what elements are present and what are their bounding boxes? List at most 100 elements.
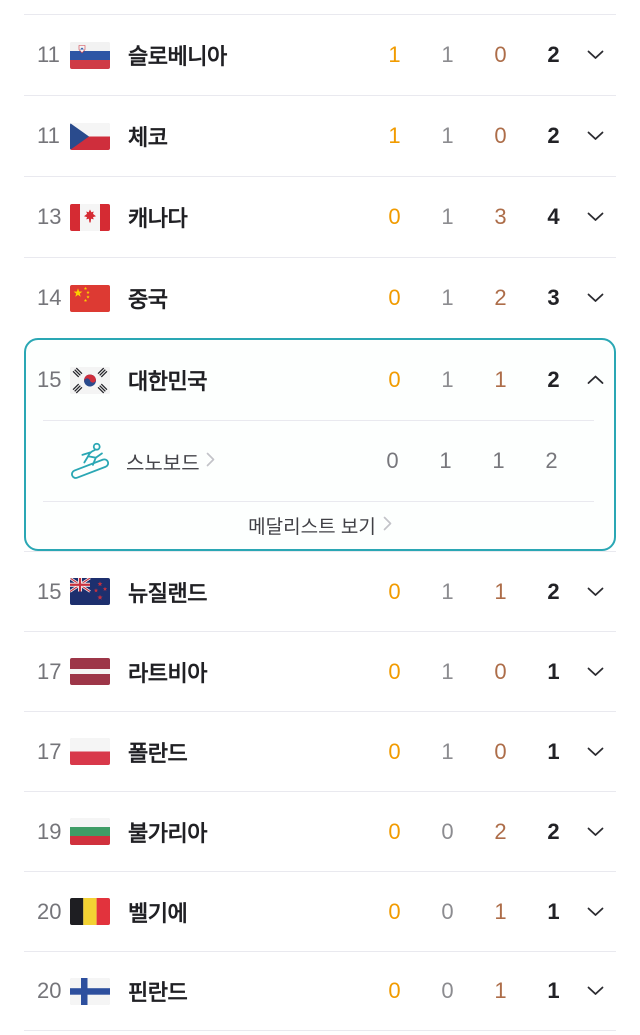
gold-count: 0 <box>386 448 399 473</box>
table-row[interactable]: 20 핀란드 0 0 1 1 <box>24 951 616 1031</box>
expanded-country-card: 15 대한민국 0 1 1 2 스노보드 0 1 1 2 메달리스트 보기 <box>24 338 616 551</box>
rank-number: 19 <box>37 818 62 844</box>
table-row[interactable]: 19 불가리아 0 0 2 2 <box>24 791 616 871</box>
canada-flag-icon <box>70 203 110 231</box>
finland-flag-icon <box>70 977 110 1005</box>
new-zealand-flag-icon <box>70 578 110 605</box>
gold-count: 0 <box>388 738 401 764</box>
silver-count: 1 <box>441 123 454 148</box>
country-name: 벨기에 <box>128 900 188 926</box>
sport-link[interactable]: 스노보드 <box>126 447 366 476</box>
snowboard-icon[interactable] <box>70 441 112 481</box>
bulgaria-flag-icon <box>70 818 110 845</box>
silver-count: 1 <box>441 204 454 229</box>
chevron-down-icon[interactable] <box>580 212 610 222</box>
gold-count: 1 <box>388 42 401 67</box>
bronze-count: 1 <box>494 578 507 604</box>
gold-count: 0 <box>388 658 401 684</box>
table-row[interactable]: 17 라트비아 0 1 0 1 <box>24 631 616 711</box>
country-name: 뉴질랜드 <box>128 580 207 606</box>
country-name: 슬로베니아 <box>128 44 227 69</box>
table-row-expanded[interactable]: 15 대한민국 0 1 1 2 <box>26 340 614 420</box>
table-row[interactable]: 20 벨기에 0 0 1 1 <box>24 871 616 951</box>
slovenia-flag-icon <box>70 41 110 69</box>
divider <box>43 420 594 421</box>
country-name: 라트비아 <box>128 660 207 686</box>
total-count: 2 <box>545 448 558 473</box>
country-name: 불가리아 <box>128 820 207 846</box>
silver-count: 0 <box>441 978 454 1003</box>
gold-count: 0 <box>388 898 401 924</box>
gold-count: 0 <box>388 367 401 392</box>
silver-count: 1 <box>441 285 454 310</box>
silver-count: 1 <box>441 738 454 764</box>
bronze-count: 2 <box>494 285 507 310</box>
china-flag-icon <box>70 284 110 312</box>
chevron-down-icon[interactable] <box>580 667 610 677</box>
poland-flag-icon <box>70 738 110 765</box>
silver-count: 0 <box>441 818 454 844</box>
silver-count: 1 <box>441 42 454 67</box>
rank-number: 17 <box>37 738 62 764</box>
total-count: 2 <box>547 818 560 844</box>
bronze-count: 3 <box>494 204 507 229</box>
gold-count: 1 <box>388 123 401 148</box>
rank-number: 13 <box>37 204 62 229</box>
total-count: 1 <box>547 978 560 1003</box>
country-name: 체코 <box>128 125 168 150</box>
total-count: 1 <box>547 738 560 764</box>
gold-count: 0 <box>388 204 401 229</box>
belgium-flag-icon <box>70 898 110 925</box>
silver-count: 1 <box>439 448 452 473</box>
chevron-down-icon[interactable] <box>580 50 610 60</box>
chevron-up-icon[interactable] <box>580 375 610 385</box>
bronze-count: 1 <box>494 898 507 924</box>
total-count: 1 <box>547 898 560 924</box>
silver-count: 0 <box>441 898 454 924</box>
rank-number: 11 <box>37 42 60 67</box>
gold-count: 0 <box>388 818 401 844</box>
table-row[interactable]: 15 뉴질랜드 0 1 1 2 <box>24 551 616 631</box>
rank-number: 17 <box>37 658 62 684</box>
chevron-down-icon[interactable] <box>580 293 610 303</box>
rank-number: 20 <box>37 978 62 1003</box>
chevron-down-icon[interactable] <box>580 986 610 996</box>
chevron-down-icon[interactable] <box>580 907 610 917</box>
total-count: 2 <box>547 42 560 67</box>
bronze-count: 0 <box>494 42 507 67</box>
table-row[interactable]: 14 중국 0 1 2 3 <box>24 257 616 338</box>
divider <box>43 501 594 502</box>
country-name: 캐나다 <box>128 206 188 231</box>
country-name: 폴란드 <box>128 740 188 766</box>
chevron-down-icon[interactable] <box>580 827 610 837</box>
bronze-count: 2 <box>494 818 507 844</box>
country-name: 핀란드 <box>128 980 188 1005</box>
chevron-down-icon[interactable] <box>580 747 610 757</box>
chevron-right-icon <box>206 450 215 473</box>
view-medalists-link[interactable]: 메달리스트 보기 <box>26 502 614 549</box>
total-count: 2 <box>547 123 560 148</box>
gold-count: 0 <box>388 578 401 604</box>
bronze-count: 1 <box>492 448 505 473</box>
gold-count: 0 <box>388 285 401 310</box>
rank-number: 15 <box>37 578 62 604</box>
south-korea-flag-icon <box>70 366 110 394</box>
sport-detail-row: 스노보드 0 1 1 2 <box>26 421 614 501</box>
bronze-count: 0 <box>494 123 507 148</box>
chevron-down-icon[interactable] <box>580 587 610 597</box>
latvia-flag-icon <box>70 658 110 685</box>
gold-count: 0 <box>388 978 401 1003</box>
total-count: 1 <box>547 658 560 684</box>
country-name: 대한민국 <box>128 369 207 394</box>
total-count: 2 <box>547 367 560 392</box>
bronze-count: 1 <box>494 978 507 1003</box>
silver-count: 1 <box>441 578 454 604</box>
table-row[interactable]: 17 폴란드 0 1 0 1 <box>24 711 616 791</box>
chevron-down-icon[interactable] <box>580 131 610 141</box>
rank-number: 15 <box>37 367 62 392</box>
rank-number: 14 <box>37 285 62 310</box>
